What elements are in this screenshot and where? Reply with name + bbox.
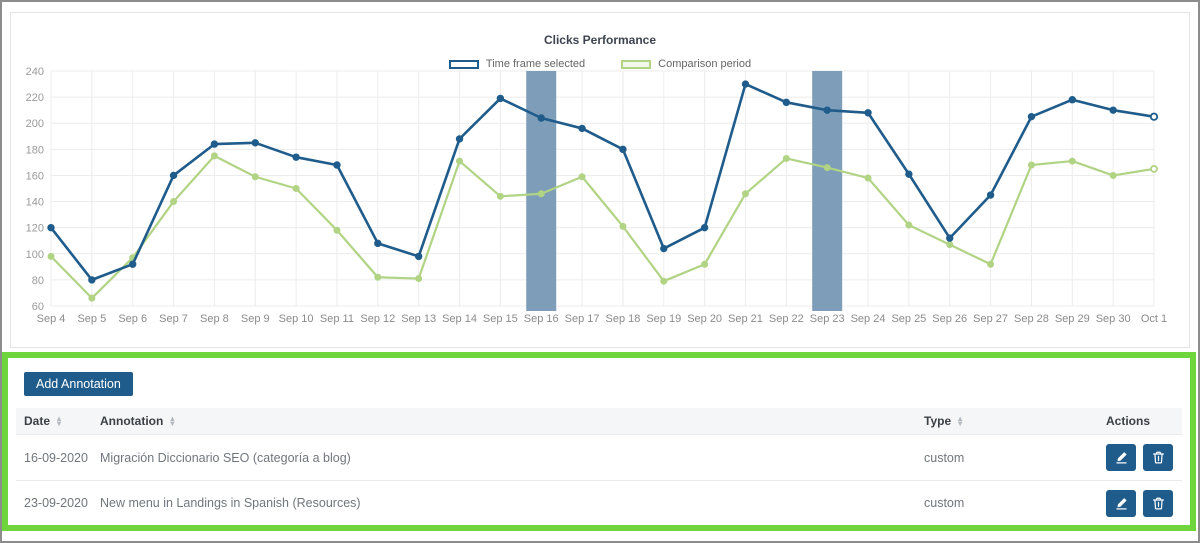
svg-text:Sep 6: Sep 6 [118,313,147,325]
svg-text:Sep 26: Sep 26 [932,313,967,325]
annotation-date: 16-09-2020 [24,450,88,465]
annotation-type: custom [924,496,965,510]
annotation-type: custom [924,450,965,465]
trash-icon [1152,497,1164,509]
header-annotation-label: Annotation [100,414,164,428]
svg-text:Sep 22: Sep 22 [769,313,804,325]
svg-text:Sep 24: Sep 24 [851,313,886,325]
svg-text:Sep 5: Sep 5 [77,313,106,325]
chart-gridlines [50,70,1155,307]
svg-text:Sep 11: Sep 11 [320,313,354,325]
header-annotation[interactable]: Annotation ▴ ▾ [100,414,924,428]
svg-text:Sep 25: Sep 25 [891,313,926,325]
legend-item-timeframe: Time frame selected [448,58,586,70]
chart-highlight-bands [526,71,843,311]
svg-text:Sep 18: Sep 18 [605,313,640,325]
svg-text:Sep 20: Sep 20 [687,313,722,325]
svg-text:Sep 28: Sep 28 [1014,313,1049,325]
svg-text:160: 160 [26,170,44,182]
clicks-performance-chart: 60 80 100 120 140 160 180 200 220 240 Sep 4 Sep 5 Se… [26,66,1168,325]
svg-text:Sep 15: Sep 15 [483,313,518,325]
pencil-icon [1115,452,1127,464]
comparison-swatch-icon [621,59,652,69]
svg-text:Sep 27: Sep 27 [973,313,1008,325]
edit-annotation-button[interactable] [1106,444,1136,471]
svg-text:Sep 16: Sep 16 [524,313,559,325]
edit-annotation-button[interactable] [1106,489,1136,517]
svg-text:Sep 17: Sep 17 [565,313,600,325]
annotation-row: 16-09-2020 Migración Diccionario SEO (ca… [16,435,1182,480]
svg-text:Sep 10: Sep 10 [279,313,314,325]
timeframe-swatch-icon [448,59,479,69]
delete-annotation-button[interactable] [1143,444,1173,471]
pencil-icon [1115,497,1127,509]
annotations-table-header: Date ▴ ▾ Annotation ▴ ▾ Type ▴ ▾ Actions [16,408,1182,435]
svg-text:Sep 21: Sep 21 [728,313,763,325]
delete-annotation-button[interactable] [1143,489,1173,517]
series-comparison-period [47,152,1158,302]
annotation-text: Migración Diccionario SEO (categoría a b… [100,450,351,465]
annotation-actions [1106,489,1182,517]
sort-arrows-icon[interactable]: ▴ ▾ [170,414,175,428]
svg-text:100: 100 [26,249,44,261]
add-annotation-button[interactable]: Add Annotation [24,372,133,396]
svg-text:180: 180 [26,144,44,156]
svg-text:Sep 13: Sep 13 [401,313,436,325]
svg-text:Sep 7: Sep 7 [159,313,188,325]
chart-legend: Time frame selected Comparison period [11,58,1189,70]
svg-text:Sep 30: Sep 30 [1096,313,1131,325]
header-actions-label: Actions [1106,414,1151,428]
annotations-panel: Add Annotation Date ▴ ▾ Annotation ▴ ▾ Typ… [2,352,1196,531]
trash-icon [1152,451,1164,464]
svg-text:Sep 23: Sep 23 [810,313,845,325]
svg-text:140: 140 [26,197,44,209]
header-actions: Actions [1106,414,1182,428]
sort-arrows-icon[interactable]: ▴ ▾ [57,414,62,428]
annotations-table: Date ▴ ▾ Annotation ▴ ▾ Type ▴ ▾ Actions 16… [16,408,1182,525]
svg-text:Sep 19: Sep 19 [646,313,681,325]
header-type[interactable]: Type ▴ ▾ [924,414,1106,428]
series-time-frame-selected [47,80,1159,284]
svg-text:220: 220 [26,92,44,104]
svg-text:Sep 9: Sep 9 [241,313,270,325]
svg-text:80: 80 [32,275,44,287]
svg-text:Sep 29: Sep 29 [1055,313,1090,325]
clicks-performance-card: Clicks Performance Time frame selected C… [10,12,1190,348]
annotation-date: 23-09-2020 [24,496,88,510]
sort-arrows-icon[interactable]: ▴ ▾ [958,414,963,428]
svg-text:Oct 1: Oct 1 [1141,313,1167,325]
svg-text:Sep 8: Sep 8 [200,313,229,325]
legend-label-comparison: Comparison period [658,58,752,70]
svg-text:Sep 4: Sep 4 [37,313,66,325]
annotation-text: New menu in Landings in Spanish (Resourc… [100,496,361,510]
legend-item-comparison: Comparison period [621,58,751,70]
chart-axis-labels: 60 80 100 120 140 160 180 200 220 240 Sep 4 Sep 5 Se… [26,66,1168,325]
legend-label-timeframe: Time frame selected [485,58,586,70]
chart-series-lines [47,80,1159,302]
annotation-row: 23-09-2020 New menu in Landings in Spani… [16,480,1182,525]
header-type-label: Type [924,414,952,428]
header-date-label: Date [24,414,51,428]
svg-text:Sep 12: Sep 12 [360,313,395,325]
svg-text:60: 60 [32,301,44,313]
svg-text:Sep 14: Sep 14 [442,313,477,325]
annotation-actions [1106,444,1182,471]
svg-text:240: 240 [26,66,44,78]
svg-text:200: 200 [26,118,44,130]
header-date[interactable]: Date ▴ ▾ [16,414,100,428]
chart-title: Clicks Performance [543,33,657,47]
svg-text:120: 120 [26,223,44,235]
